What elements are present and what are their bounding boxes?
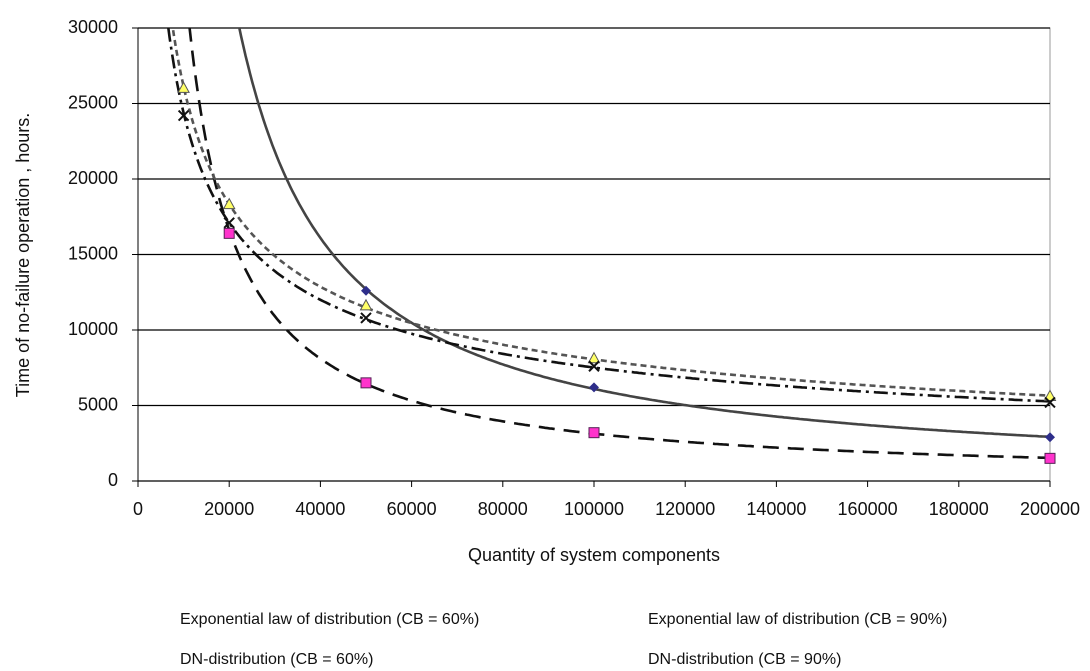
data-point — [588, 360, 600, 372]
y-axis-title: Time of no-failure operation , hours. — [13, 113, 33, 397]
data-point — [588, 427, 600, 439]
x-tick-label: 80000 — [478, 499, 528, 519]
y-tick-label: 5000 — [78, 394, 118, 414]
data-point — [223, 217, 235, 229]
data-point — [587, 351, 601, 364]
y-tick-label: 20000 — [68, 168, 118, 188]
legend-label: DN-distribution (CB = 60%) — [180, 651, 373, 668]
data-point — [177, 81, 190, 93]
x-tick-label: 160000 — [838, 499, 898, 519]
data-point — [1044, 452, 1056, 464]
data-point — [222, 197, 236, 210]
x-tick-label: 100000 — [564, 499, 624, 519]
y-tick-label: 30000 — [68, 17, 118, 37]
data-point — [1043, 389, 1057, 401]
x-tick-label: 20000 — [204, 499, 254, 519]
legend-label: DN-distribution (CB = 90%) — [648, 651, 841, 668]
data-point — [1044, 396, 1056, 409]
trend-line — [238, 28, 1050, 439]
x-tick-label: 60000 — [387, 499, 437, 519]
data-point — [360, 377, 372, 389]
y-tick-label: 15000 — [68, 243, 118, 263]
y-tick-label: 25000 — [68, 92, 118, 112]
x-axis-title: Quantity of system components — [468, 545, 720, 565]
legend-label: Exponential law of distribution (CB = 60… — [180, 611, 479, 628]
trend-line — [171, 28, 1050, 397]
trend-line — [167, 28, 1050, 403]
x-tick-label: 140000 — [746, 499, 806, 519]
y-tick-label: 0 — [108, 470, 118, 490]
data-point — [1045, 432, 1055, 443]
trend-line — [188, 28, 1050, 460]
data-point — [359, 298, 373, 311]
data-point — [223, 227, 235, 239]
data-point — [360, 312, 372, 324]
series-lines — [167, 28, 1050, 460]
x-tick-label: 200000 — [1020, 499, 1080, 519]
y-tick-label: 10000 — [68, 319, 118, 339]
x-tick-label: 180000 — [929, 499, 989, 519]
data-point — [589, 382, 599, 393]
x-tick-label: 40000 — [295, 499, 345, 519]
data-point — [361, 285, 371, 296]
x-tick-label: 120000 — [655, 499, 715, 519]
legend-label: Exponential law of distribution (CB = 90… — [648, 611, 947, 628]
x-tick-label: 0 — [133, 499, 143, 519]
data-point — [177, 109, 190, 122]
